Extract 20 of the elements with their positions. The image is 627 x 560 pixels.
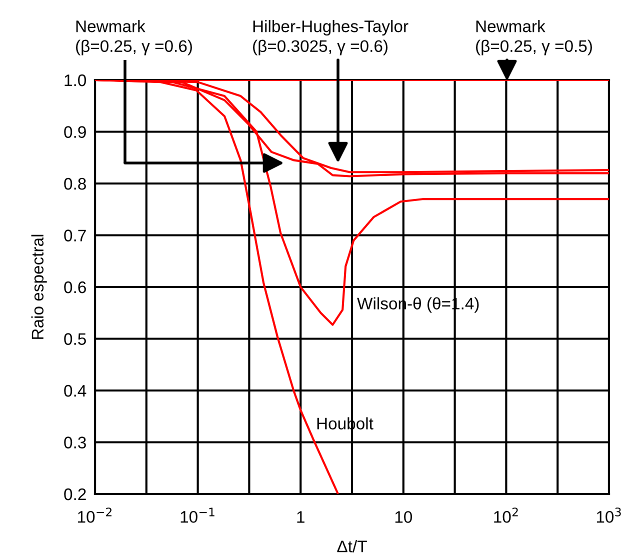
y-tick-label: 0.4 (64, 384, 86, 397)
x-tick-label: 10$^{−2}$ (78, 508, 112, 523)
y-tick-label: 0.7 (64, 230, 86, 242)
y-tick-label: 0.9 (64, 126, 86, 138)
text: Hilber-Hughes-Taylor (β=0.3025, γ =0.6) (253, 20, 408, 56)
x-tick-label: 10$^{3}$ (596, 508, 621, 523)
y-tick-label: 0.2 (64, 488, 86, 500)
text: Newmark (β=0.25, γ =0.6) (76, 20, 192, 56)
y-tick-label: 1.0 (64, 74, 86, 86)
x-tick-label: 1 (297, 511, 304, 523)
x-tick-label: 10$^{2}$ (494, 508, 518, 523)
x-tick-label: 10$^{−1}$ (180, 508, 214, 523)
x-tick-label: 10 (395, 511, 412, 523)
y-axis-title: Raio espectral (31, 234, 47, 339)
x-axis-title: Δt/T (337, 540, 367, 552)
y-tick-label: 0.8 (64, 178, 86, 190)
y-tick-label: 0.6 (64, 281, 86, 294)
text: Newmark (β=0.25, γ =0.5) (476, 20, 592, 56)
y-tick-label: 0.5 (64, 333, 86, 345)
y-tick-label: 0.3 (64, 436, 86, 448)
